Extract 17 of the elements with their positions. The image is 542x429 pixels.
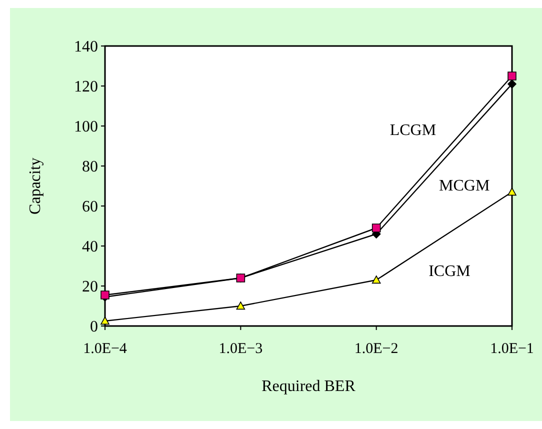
series-label: ICGM xyxy=(428,262,470,280)
y-tick-label: 20 xyxy=(82,278,98,296)
x-tick-label: 1.0E−4 xyxy=(83,341,128,357)
y-tick-label: 140 xyxy=(74,38,98,56)
y-tick-label: 100 xyxy=(74,118,98,136)
y-tick-label: 0 xyxy=(90,318,98,336)
series-label: MCGM xyxy=(439,178,490,194)
y-tick-label: 40 xyxy=(82,238,98,256)
x-tick-label: 1.0E−2 xyxy=(354,341,398,357)
y-tick-label: 120 xyxy=(74,78,98,96)
series-label: LCGM xyxy=(390,122,436,139)
x-tick-label: 1.0E−1 xyxy=(490,341,534,357)
x-axis-title: Required BER xyxy=(262,378,356,395)
y-axis-title: Capacity xyxy=(27,158,44,214)
y-tick-label: 80 xyxy=(82,158,98,176)
x-tick-label: 1.0E−3 xyxy=(218,341,263,357)
y-tick-label: 60 xyxy=(82,198,98,216)
